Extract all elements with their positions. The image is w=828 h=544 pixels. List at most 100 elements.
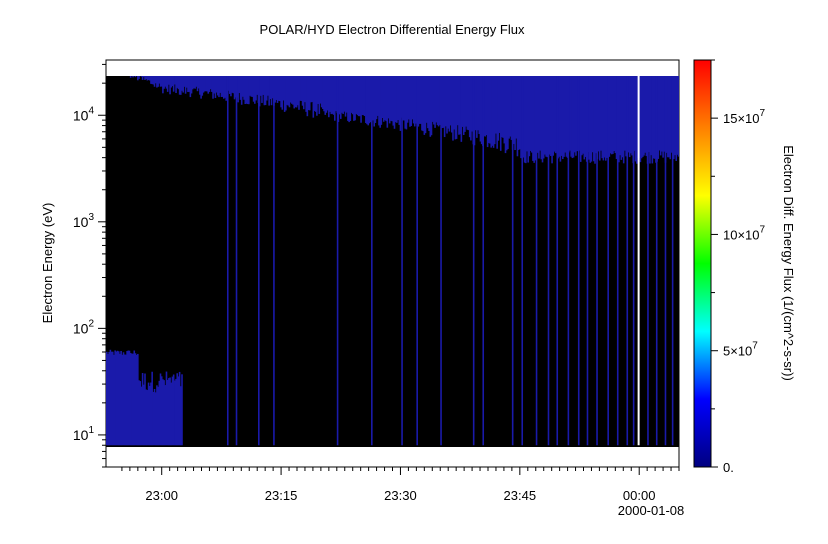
flux-cell [121,354,124,446]
flux-cell [443,76,446,138]
flux-cell [165,76,168,89]
flux-cell [474,76,477,131]
flux-cell [137,76,139,81]
flux-cell [113,354,115,446]
flux-cell [206,76,208,92]
flux-cell [658,76,661,151]
flux-streak [567,76,570,446]
flux-cell [390,76,392,121]
flux-cell [301,76,304,106]
flux-cell [131,353,133,446]
flux-cell [331,76,334,114]
flux-cell [404,76,407,129]
flux-cell [237,76,239,103]
date-label: 2000-01-08 [618,503,685,518]
flux-cell [187,76,189,93]
flux-cell [180,76,182,95]
flux-cell [217,76,219,96]
flux-cell [553,76,556,152]
flux-cell [645,76,648,157]
flux-cell [573,76,576,153]
flux-cell [224,76,226,98]
flux-cell [256,76,259,95]
flux-cell [330,76,333,115]
flux-cell [286,76,288,105]
flux-cell [181,76,183,91]
flux-streak [577,76,580,446]
flux-cell [156,76,158,88]
flux-cell [489,76,491,144]
flux-cell [430,76,433,136]
flux-cell [527,76,529,163]
flux-cell [154,76,157,84]
flux-cell [541,76,544,163]
flux-cell [119,353,121,446]
flux-cell [620,76,623,160]
flux-cell [517,76,520,150]
flux-cell [505,76,508,151]
flux-cell [289,76,292,103]
x-tick-label: 00:00 [623,488,656,503]
flux-cell [277,76,280,101]
flux-cell [122,352,125,446]
flux-cell [177,76,180,90]
flux-cell [675,76,678,161]
flux-cell [640,76,643,159]
flux-cell [533,76,535,163]
flux-cell [276,76,279,103]
flux-cell [365,76,367,124]
flux-cell [538,76,540,159]
colorbar-tick-label: 15×107 [723,108,766,126]
flux-cell [398,76,401,125]
flux-cell [201,76,204,96]
flux-cell [245,76,248,104]
flux-cell [248,76,250,105]
flux-cell [446,76,448,134]
flux-cell [287,76,290,106]
flux-cell [182,76,184,93]
flux-cell [213,76,216,94]
flux-cell [270,76,273,106]
flux-cell [129,76,132,78]
flux-cell [576,76,578,152]
flux-cell [195,76,198,87]
flux-cell [558,76,561,157]
flux-cell [461,76,464,127]
flux-cell [178,371,181,446]
flux-streak [535,76,538,446]
flux-cell [166,76,169,92]
flux-cell [298,76,300,110]
flux-cell [194,76,196,89]
x-axis: 23:00 23:15 23:30 23:45 00:00 [121,467,680,503]
flux-cell [176,76,179,88]
flux-cell [571,76,574,159]
flux-cell [376,76,379,116]
flux-cell [178,76,181,95]
flux-cell [264,76,267,106]
colorbar [693,59,712,468]
flux-cell [339,76,342,119]
flux-cell [564,76,566,153]
flux-cell [274,76,276,103]
flux-cell [128,350,131,446]
flux-cell [657,76,660,159]
flux-cell [332,76,335,115]
flux-cell [396,76,398,123]
flux-cell [211,76,213,92]
flux-cell [634,76,637,162]
flux-cell [292,76,294,105]
flux-cell [581,76,583,156]
y-axis-label: Electron Energy (eV) [40,203,55,324]
flux-cell [180,386,182,446]
flux-streak [626,76,629,446]
flux-cell [132,353,134,446]
flux-cell [488,76,490,143]
flux-cell [212,76,214,99]
flux-cell [466,76,469,130]
flux-cell [526,76,528,152]
flux-cell [183,76,186,87]
flux-cell [606,76,608,158]
flux-cell [208,76,211,92]
flux-cell [448,76,451,132]
flux-cell [329,76,331,112]
